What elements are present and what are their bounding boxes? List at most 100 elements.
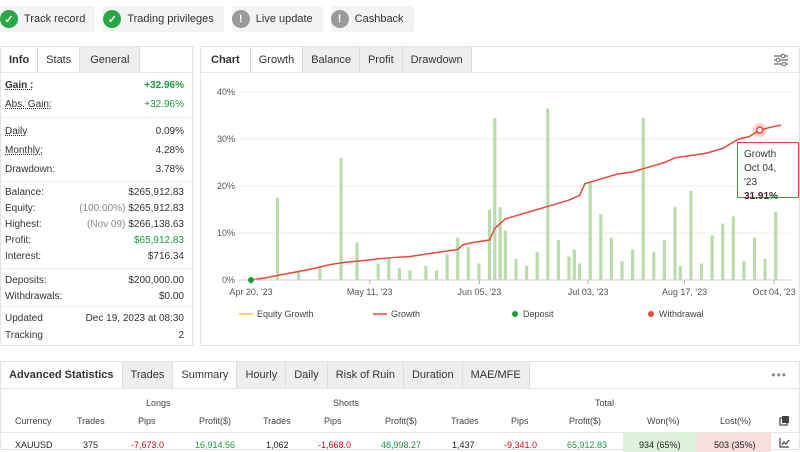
equity-bar <box>689 190 693 280</box>
interest-value: $716.34 <box>147 251 184 262</box>
divider <box>1 268 192 269</box>
y-tick-label: 30% <box>217 134 235 144</box>
daily-value: 0.09% <box>155 126 184 137</box>
copy-icon[interactable] <box>779 415 790 426</box>
col-long-pips: Pips <box>138 416 156 426</box>
gain-label[interactable]: Gain : <box>5 80 34 91</box>
highest-date: (Nov 09) <box>87 219 126 230</box>
equity-bar <box>456 237 460 280</box>
chart-tooltip: Growth Oct 04, '23 31.91% <box>737 142 799 202</box>
exclamation-icon: ! <box>330 10 349 28</box>
highlight-point[interactable] <box>756 126 764 134</box>
drawdown-label: Drawdown: <box>5 164 56 175</box>
trading-privileges-badge[interactable]: ✓ Trading privileges <box>103 6 224 32</box>
tracking-label: Tracking <box>5 330 43 341</box>
x-tick-label: May 11, '23 <box>347 287 393 297</box>
tab-profit[interactable]: Profit <box>359 47 403 72</box>
equity-bar <box>620 261 624 280</box>
profit-value: $65,912.83 <box>133 235 184 246</box>
equity-bar <box>578 263 582 280</box>
cell-total-profit: 65,912.83 <box>567 440 608 450</box>
monthly-row: Monthly: 4.28% <box>5 145 184 156</box>
gain-value: +32.96% <box>144 80 184 91</box>
drawdown-row: Drawdown: 3.78% <box>5 164 184 175</box>
monthly-label[interactable]: Monthly: <box>5 145 43 156</box>
equity-bar <box>525 265 529 280</box>
col-total-profit: Profit($) <box>569 416 602 426</box>
table-row: XAUUSD 375 -7,673.0 16,914.56 1,062 -1,6… <box>1 432 799 452</box>
growth-chart[interactable]: 0% 10% 20% 30% 40% Apr 20, '23 May 11, '23 Jun … <box>201 74 799 344</box>
legend-label[interactable]: Equity Growth <box>257 309 314 319</box>
abs-gain-row: Abs. Gain: +32.96% <box>5 99 184 110</box>
cell-total-trades: 1,437 <box>452 440 475 450</box>
legend-label[interactable]: Deposit <box>523 309 554 319</box>
chart-panel: Chart Growth Balance Profit Drawdown 0% 1… <box>200 46 800 346</box>
tab-summary[interactable]: Summary <box>173 362 238 388</box>
deposits-label: Deposits: <box>5 275 47 286</box>
legend-label[interactable]: Withdrawal <box>659 309 704 319</box>
abs-gain-label[interactable]: Abs. Gain: <box>5 99 52 110</box>
equity-label: Equity: <box>5 203 36 214</box>
equity-value: $265,912.83 <box>128 203 184 214</box>
tooltip-value: 31.91% <box>744 191 778 202</box>
tab-general[interactable]: General <box>80 47 141 72</box>
col-short-trades: Trades <box>263 416 291 426</box>
track-record-badge[interactable]: ✓ Track record <box>0 6 96 32</box>
equity-bar <box>752 237 757 280</box>
daily-label[interactable]: Daily <box>5 126 28 137</box>
equity-bar <box>275 197 280 280</box>
equity-bar <box>763 258 767 280</box>
equity-bar <box>774 211 778 280</box>
equity-bar <box>556 240 560 280</box>
equity-bar <box>588 181 592 280</box>
chart-tabs: Chart Growth Balance Profit Drawdown <box>201 47 799 73</box>
profit-row: Profit: $65,912.83 <box>5 235 184 246</box>
group-longs: Longs <box>146 398 171 408</box>
info-tabs: Info Stats General <box>1 47 192 73</box>
tab-trades[interactable]: Trades <box>122 362 174 388</box>
equity-bar <box>673 207 677 280</box>
tab-stats[interactable]: Stats <box>38 47 81 72</box>
tab-drawdown[interactable]: Drawdown <box>402 47 472 72</box>
more-options-icon[interactable]: ••• <box>771 368 787 382</box>
updated-row: Updated Dec 19, 2023 at 08:30 <box>5 313 184 324</box>
tab-hourly[interactable]: Hourly <box>237 362 287 388</box>
tab-duration[interactable]: Duration <box>403 362 463 388</box>
profit-label: Profit: <box>5 235 32 246</box>
gain-row: Gain : +32.96% <box>5 80 184 91</box>
tab-risk-of-ruin[interactable]: Risk of Ruin <box>327 362 404 388</box>
settings-sliders-icon[interactable] <box>773 53 789 67</box>
withdrawals-label: Withdrawals: <box>5 291 63 302</box>
live-update-label: Live update <box>255 13 313 25</box>
tab-growth[interactable]: Growth <box>250 47 304 72</box>
deposits-value: $200,000.00 <box>128 275 184 286</box>
live-update-badge[interactable]: ! Live update <box>231 6 323 32</box>
x-tick-label: Jul 03, '23 <box>568 287 609 297</box>
abs-gain-value: +32.96% <box>144 99 184 110</box>
check-icon: ✓ <box>103 10 122 28</box>
cell-long-pips: -7,673.0 <box>131 440 165 450</box>
interest-label: Interest: <box>5 251 42 262</box>
legend-label[interactable]: Growth <box>391 309 420 319</box>
balance-label: Balance: <box>5 187 44 198</box>
divider <box>1 306 192 307</box>
equity-bar <box>434 270 439 280</box>
divider <box>1 181 192 182</box>
updated-label: Updated <box>5 313 43 324</box>
cell-short-trades: 1,062 <box>266 440 289 450</box>
tab-info[interactable]: Info <box>1 47 39 72</box>
tab-daily[interactable]: Daily <box>286 362 328 388</box>
equity-bar <box>546 108 550 280</box>
col-total-trades: Trades <box>451 416 479 426</box>
deposits-row: Deposits: $200,000.00 <box>5 275 184 286</box>
cashback-badge[interactable]: ! Cashback <box>330 6 414 32</box>
equity-bar <box>514 258 518 280</box>
chart-line-icon[interactable] <box>779 437 790 448</box>
tab-balance[interactable]: Balance <box>303 47 360 72</box>
tab-mae-mfe[interactable]: MAE/MFE <box>462 362 530 388</box>
tab-chart[interactable]: Chart <box>201 47 251 72</box>
equity-row: Equity: (100.00%) $265,912.83 <box>5 203 184 214</box>
equity-bar <box>445 254 449 280</box>
tooltip-title: Growth <box>744 149 777 160</box>
equity-bar <box>652 251 656 280</box>
